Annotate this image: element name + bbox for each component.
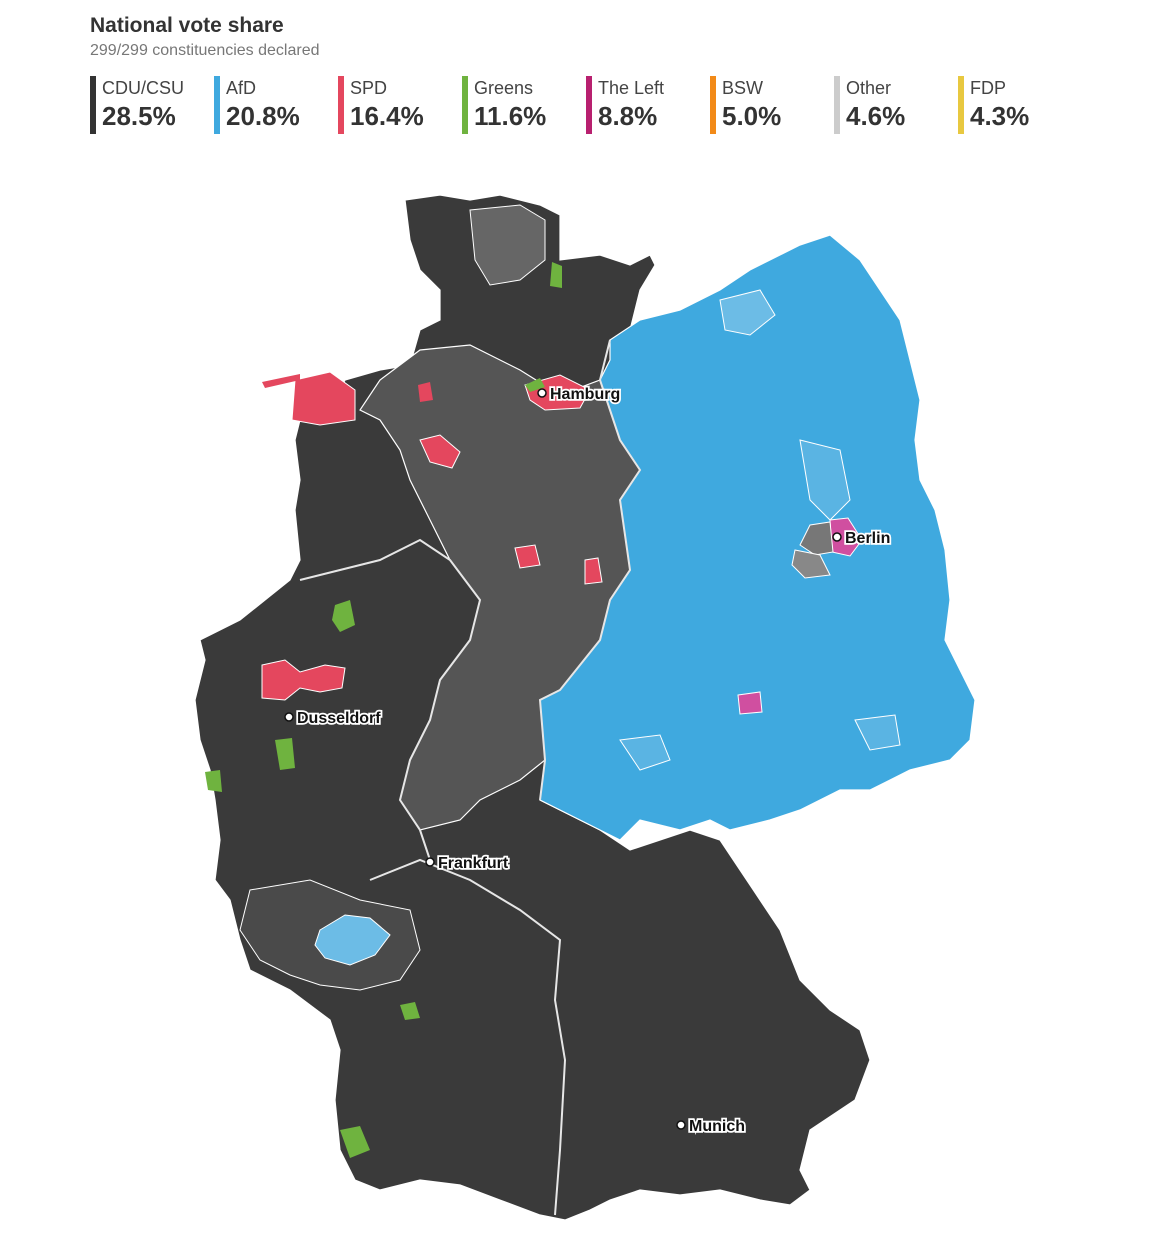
state-border <box>538 339 642 801</box>
legend-party-name: CDU/CSU <box>102 78 185 98</box>
legend-party-share: 4.3% <box>970 101 1030 131</box>
city-marker-berlin: Berlin <box>832 528 892 549</box>
legend-party-name: BSW <box>722 78 764 98</box>
region-east-light-blue <box>619 734 671 771</box>
legend-item-fdp: FDP 4.3% <box>958 76 1029 134</box>
legend-party-name: SPD <box>350 78 388 98</box>
city-label: Munich <box>689 1118 745 1135</box>
city-label: Berlin <box>845 530 890 547</box>
state-border <box>369 858 567 1216</box>
legend-swatch-afd <box>214 76 220 134</box>
legend-swatch-greens <box>462 76 468 134</box>
legend-item-other: Other 4.6% <box>834 76 905 134</box>
city-marker-dusseldorf: Dusseldorf <box>284 708 383 729</box>
region-greens-freiburg <box>340 1126 370 1158</box>
legend-party-name: AfD <box>226 78 257 98</box>
region-spd-bremen <box>419 434 461 469</box>
region-east-light-blue <box>719 289 776 336</box>
city-label: Hamburg <box>550 386 620 403</box>
region-spd-ruhr <box>261 659 346 701</box>
legend-swatch-bsw <box>710 76 716 134</box>
legend: CDU/CSU 28.5% AfD 20.8% SPD 16.4% Greens… <box>90 76 1090 136</box>
legend-swatch-spd <box>338 76 344 134</box>
state-border <box>299 538 482 861</box>
region-greens-karlsruhe <box>400 1002 420 1020</box>
legend-swatch-the-left <box>586 76 592 134</box>
legend-party-name: Greens <box>474 78 534 98</box>
region-other-potsdam <box>791 549 831 579</box>
region-spd-hanover <box>514 544 541 569</box>
region-greens-cologne <box>275 738 295 770</box>
legend-item-bsw: BSW 5.0% <box>710 76 781 134</box>
legend-swatch-other <box>834 76 840 134</box>
region-afd-west-pocket <box>314 914 391 966</box>
region-east-light-blue <box>799 439 851 521</box>
city-label: Dusseldorf <box>297 710 381 727</box>
legend-item-the-left: The Left 8.8% <box>586 76 664 134</box>
region-east-light-blue <box>854 714 901 751</box>
region-spd-brunswick <box>584 557 603 585</box>
region-spd-east-frisia <box>291 371 356 426</box>
city-marker-frankfurt: Frankfurt <box>425 853 511 874</box>
city-label: Frankfurt <box>438 855 509 872</box>
map-subtitle: 299/299 constituencies declared <box>90 42 320 59</box>
legend-item-afd: AfD 20.8% <box>214 76 300 134</box>
legend-item-spd: SPD 16.4% <box>338 76 424 134</box>
region-greens-hamburg <box>525 378 545 392</box>
region-left-leipzig <box>737 691 763 715</box>
region-greens-muenster <box>332 600 355 632</box>
legend-party-name: Other <box>846 78 892 98</box>
legend-swatch-fdp <box>958 76 964 134</box>
region-other-berlin <box>799 521 834 556</box>
legend-party-share: 20.8% <box>226 101 300 131</box>
legend-party-share: 8.8% <box>598 101 658 131</box>
legend-swatch-cdu-csu <box>90 76 96 134</box>
city-marker-munich: Munich <box>676 1116 747 1137</box>
legend-party-share: 4.6% <box>846 101 906 131</box>
legend-item-greens: Greens 11.6% <box>462 76 546 134</box>
region-spd-coast-strip <box>262 374 300 388</box>
map-title: National vote share <box>90 14 284 37</box>
legend-item-cdu-csu: CDU/CSU 28.5% <box>90 76 184 134</box>
legend-party-name: FDP <box>970 78 1006 98</box>
region-greens-aachen <box>205 770 222 792</box>
germany-constituency-map: Hamburg Berlin Dusseldorf Frankfurt Muni… <box>194 194 976 1221</box>
legend-party-name: The Left <box>598 78 665 98</box>
legend-party-share: 16.4% <box>350 101 424 131</box>
region-greens-north <box>550 262 562 288</box>
legend-party-share: 28.5% <box>102 101 176 131</box>
region-schleswig-grey <box>469 204 546 286</box>
legend-party-share: 5.0% <box>722 101 782 131</box>
region-spd-wilhelmshaven <box>418 382 433 402</box>
city-marker-hamburg: Hamburg <box>537 384 622 405</box>
legend-party-share: 11.6% <box>474 101 547 131</box>
